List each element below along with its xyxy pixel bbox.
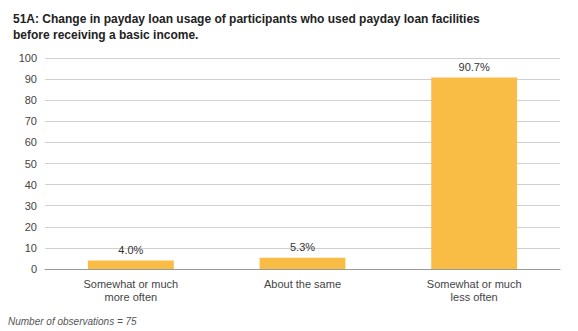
svg-text:before receiving a basic incom: before receiving a basic income. [13,28,198,42]
svg-text:more often: more often [105,291,158,303]
svg-text:10: 10 [25,242,37,254]
svg-text:0: 0 [31,263,37,275]
svg-text:40: 40 [25,179,37,191]
svg-text:5.3%: 5.3% [290,241,315,253]
svg-text:Number of observations = 75: Number of observations = 75 [8,316,137,327]
svg-text:less often: less often [451,291,498,303]
svg-text:50: 50 [25,158,37,170]
svg-text:20: 20 [25,221,37,233]
svg-text:Somewhat or much: Somewhat or much [427,278,522,290]
svg-text:Somewhat or much: Somewhat or much [83,278,178,290]
svg-text:70: 70 [25,115,37,127]
svg-text:4.0%: 4.0% [118,244,143,256]
svg-text:30: 30 [25,200,37,212]
svg-text:90: 90 [25,73,37,85]
svg-text:51A: Change in payday loan usa: 51A: Change in payday loan usage of part… [13,12,480,26]
svg-text:About the same: About the same [264,278,341,290]
svg-text:90.7%: 90.7% [459,61,490,73]
svg-text:60: 60 [25,136,37,148]
svg-text:100: 100 [19,52,37,64]
svg-text:80: 80 [25,94,37,106]
